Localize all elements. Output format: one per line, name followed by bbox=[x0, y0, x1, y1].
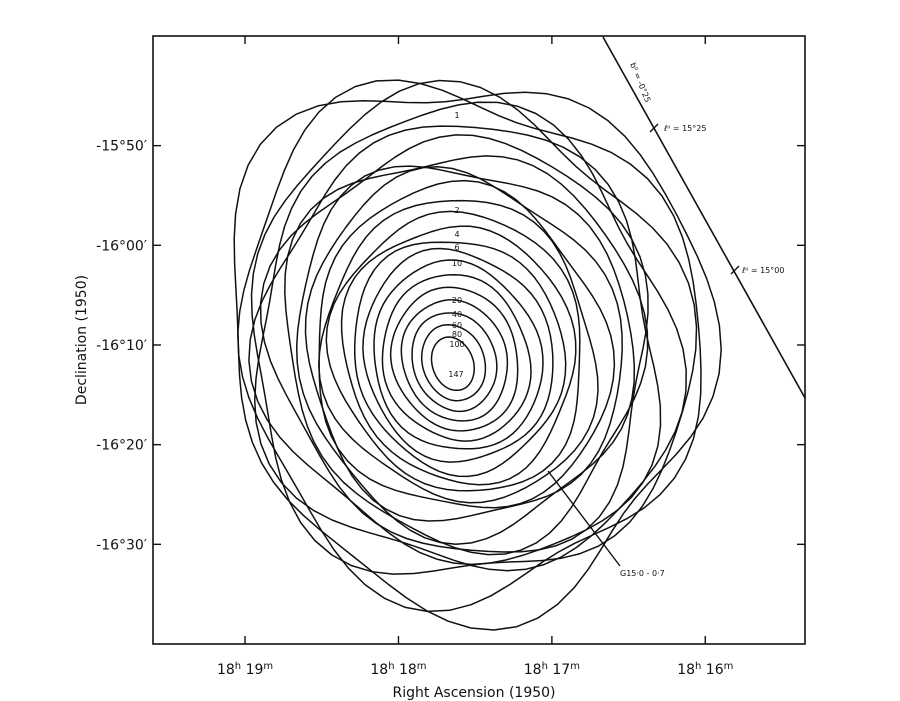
contour-6 bbox=[373, 259, 544, 450]
x-tick-label-3: 18h 16m bbox=[677, 661, 733, 678]
contour-label-100: 100 bbox=[449, 340, 464, 349]
source-label: G15·0 - 0·7 bbox=[620, 569, 665, 578]
x-tick-label-0: 18h 19m bbox=[217, 661, 273, 678]
contour-2 bbox=[411, 312, 498, 413]
contour-lines bbox=[233, 79, 722, 631]
y-tick-label-2: -16°10′ bbox=[96, 338, 147, 354]
y-tick-label-1: -16°00′ bbox=[96, 238, 147, 254]
contour-20 bbox=[237, 79, 702, 613]
x-axis-label: Right Ascension (1950) bbox=[393, 685, 556, 701]
contour-4 bbox=[389, 286, 519, 432]
contour-5 bbox=[381, 273, 532, 442]
contour-label-20: 20 bbox=[452, 296, 462, 305]
contour-label-4: 4 bbox=[454, 230, 459, 239]
contour-label-40: 40 bbox=[452, 310, 462, 319]
galactic-l-label-1: ℓᴵᴵ = 15°25 bbox=[663, 124, 706, 133]
contour-label-80: 80 bbox=[452, 330, 462, 339]
contour-3 bbox=[400, 299, 509, 422]
contour-19 bbox=[250, 79, 698, 575]
source-pointer-line bbox=[547, 470, 621, 567]
contour-14 bbox=[295, 165, 636, 545]
plot-frame bbox=[152, 35, 806, 645]
contour-9 bbox=[340, 225, 577, 486]
contour-18 bbox=[253, 101, 687, 572]
contour-10 bbox=[325, 210, 581, 492]
y-tick-label-3: -16°20′ bbox=[96, 438, 147, 454]
contour-label-1: 1 bbox=[454, 111, 459, 120]
contour-7 bbox=[362, 247, 554, 463]
contour-21 bbox=[233, 91, 722, 631]
x-tick-label-2: 18h 17m bbox=[524, 661, 580, 678]
x-tick-label-1: 18h 18m bbox=[370, 661, 426, 678]
contour-label-2: 2 bbox=[454, 206, 459, 215]
galactic-tick-1500 bbox=[730, 265, 740, 275]
y-axis-label: Declination (1950) bbox=[74, 275, 90, 405]
y-tick-label-0: -15°50′ bbox=[96, 139, 147, 155]
contour-11 bbox=[318, 199, 599, 504]
y-tick-label-4: -16°30′ bbox=[96, 537, 147, 553]
contour-label-60: 60 bbox=[452, 321, 462, 330]
peak-label: 147 bbox=[448, 370, 463, 379]
contour-0 bbox=[430, 336, 475, 392]
galactic-l-label-2: ℓᴵᴵ = 15°00 bbox=[741, 266, 784, 275]
contour-8 bbox=[353, 241, 567, 478]
galactic-latitude-line bbox=[602, 36, 806, 399]
contour-label-10: 10 bbox=[452, 259, 462, 268]
contour-16 bbox=[259, 134, 649, 553]
contour-13 bbox=[304, 165, 623, 522]
contour-15 bbox=[284, 155, 649, 556]
galactic-tick-1525 bbox=[649, 123, 659, 133]
contour-label-6: 6 bbox=[454, 243, 459, 252]
contour-1 bbox=[420, 324, 487, 402]
galactic-b-label: bᴵᴵ = -0°25 bbox=[628, 61, 652, 103]
